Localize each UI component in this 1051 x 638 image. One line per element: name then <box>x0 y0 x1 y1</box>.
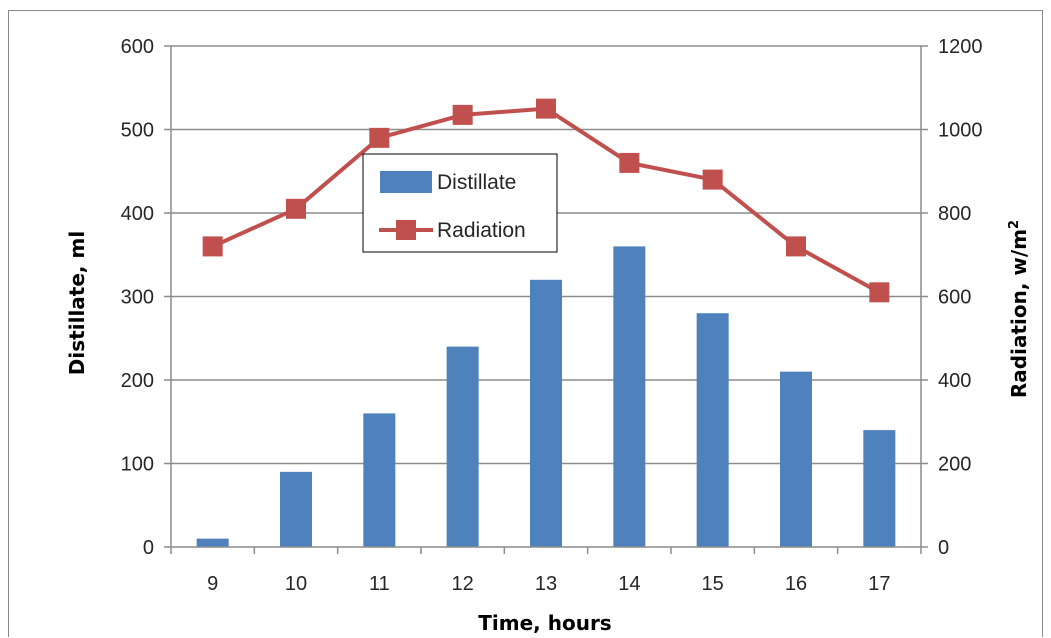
bar-9 <box>196 538 229 547</box>
right-tick-label-200: 200 <box>938 454 971 476</box>
right-tick-label-0: 0 <box>938 537 949 559</box>
legend-distillate-swatch <box>380 171 432 193</box>
radiation-marker-9 <box>202 236 223 257</box>
bar-11 <box>363 413 396 547</box>
bar-16 <box>780 371 812 547</box>
radiation-marker-12 <box>452 104 473 125</box>
radiation-marker-10 <box>286 198 306 219</box>
left-axis-title: Distillate, ml <box>65 231 89 375</box>
right-tick-label-400: 400 <box>938 370 971 392</box>
legend-box <box>362 153 558 253</box>
left-tick-label-600: 600 <box>121 36 154 58</box>
bar-17 <box>863 430 896 547</box>
radiation-marker-13 <box>536 98 556 119</box>
right-tick-label-1000: 1000 <box>938 120 983 142</box>
x-tick-label-13: 13 <box>535 573 557 595</box>
right-axis-title-base: Radiation, w/m <box>1007 229 1031 398</box>
right-axis-title: Radiation, w/m2 <box>1007 220 1031 398</box>
x-tick-label-11: 11 <box>369 573 390 595</box>
radiation-marker-14 <box>619 152 640 173</box>
legend-radiation-marker <box>396 220 416 240</box>
left-tick-label-400: 400 <box>121 203 154 225</box>
distillate-bars <box>196 246 896 547</box>
chart-frame: 0 100 200 300 400 500 600 0 200 400 600 800 1000 120… <box>8 10 1043 637</box>
radiation-marker-17 <box>869 282 890 303</box>
right-tick-label-1200: 1200 <box>938 36 983 58</box>
x-tick-label-17: 17 <box>868 573 890 595</box>
left-tick-label-500: 500 <box>121 120 154 142</box>
right-axis-title-superscript: 2 <box>1007 220 1022 229</box>
right-tick-label-800: 800 <box>938 203 971 225</box>
bar-15 <box>696 313 729 547</box>
legend: Distillate Radiation <box>362 153 558 253</box>
x-tick-label-16: 16 <box>785 573 807 595</box>
right-axis-ticks: 0 200 400 600 800 1000 1200 <box>921 36 983 559</box>
left-tick-label-300: 300 <box>121 287 154 309</box>
bar-14 <box>613 246 646 547</box>
radiation-marker-15 <box>702 169 723 190</box>
left-tick-label-200: 200 <box>121 370 154 392</box>
legend-distillate-label: Distillate <box>437 171 516 194</box>
left-tick-label-0: 0 <box>143 537 154 559</box>
x-tick-label-9: 9 <box>207 573 218 595</box>
bar-13 <box>530 279 562 547</box>
radiation-marker-11 <box>369 127 390 148</box>
x-tick-label-14: 14 <box>618 573 640 595</box>
x-tick-label-10: 10 <box>285 573 307 595</box>
x-tick-label-12: 12 <box>452 573 474 595</box>
right-tick-label-600: 600 <box>938 287 971 309</box>
left-axis-ticks: 0 100 200 300 400 500 600 <box>121 36 171 559</box>
radiation-marker-16 <box>786 236 806 257</box>
bar-10 <box>280 471 312 547</box>
bar-12 <box>446 346 479 547</box>
legend-radiation-label: Radiation <box>437 219 526 242</box>
x-axis-title: Time, hours <box>478 611 611 635</box>
x-axis-ticks: 9 10 11 12 13 14 15 16 17 <box>170 547 922 595</box>
left-tick-label-100: 100 <box>121 454 154 476</box>
x-tick-label-15: 15 <box>702 573 724 595</box>
radiation-line <box>202 98 890 303</box>
